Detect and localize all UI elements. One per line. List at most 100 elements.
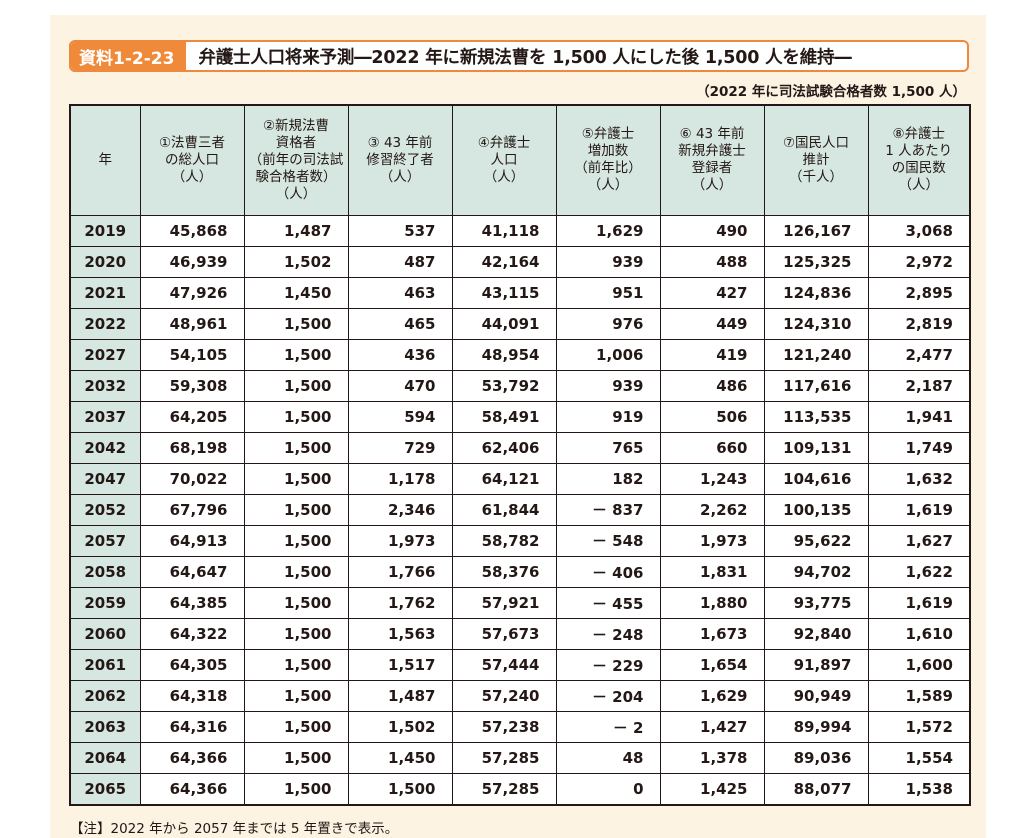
table-cell: 95,622 [763,524,869,558]
table-cell: 1,973 [659,524,765,558]
table-cell: 2,477 [867,338,971,371]
table-cell: 537 [347,214,453,247]
year-cell: 2057 [69,524,141,558]
table-cell: － 229 [555,649,661,682]
table-row: 2058 64,647 1,500 1,766 58,376 － 406 1,831 94,7… [69,556,971,589]
table-cell: 951 [555,276,661,309]
table-cell: 57,238 [451,711,557,744]
column-header: ①法曹三者 の総人口 （人） [139,104,245,216]
table-cell: 419 [659,338,765,371]
table-cell: 1,831 [659,556,765,589]
table-cell: 126,167 [763,214,869,247]
table-cell: 1,006 [555,338,661,371]
column-header: ④弁護士 人口 （人） [451,104,557,216]
table-row: 2063 64,316 1,500 1,502 57,238 － 2 1,427 89,994… [69,711,971,744]
table-cell: 94,702 [763,556,869,589]
table-row: 2062 64,318 1,500 1,487 57,240 － 204 1,629 90,9… [69,680,971,713]
table-cell: 113,535 [763,400,869,433]
table-cell: 1,629 [659,680,765,713]
table-cell: 1,500 [347,773,453,806]
table-cell: 3,068 [867,214,971,247]
table-cell: 506 [659,400,765,433]
table-row: 2021 47,926 1,450 463 43,115 951 427 124,836 2,8… [69,276,971,309]
table-row: 2057 64,913 1,500 1,973 58,782 － 548 1,973 95,6… [69,524,971,558]
table-cell: 57,240 [451,680,557,713]
table-cell: 1,627 [867,524,971,558]
table-cell: 2,262 [659,493,765,526]
table-cell: 64,913 [139,524,245,558]
year-cell: 2061 [69,649,141,682]
table-cell: 104,616 [763,462,869,495]
table-cell: 1,563 [347,618,453,651]
table-cell: － 406 [555,556,661,589]
column-header: ⑥ 43 年前 新規弁護士 登録者 （人） [659,104,765,216]
table-cell: 1,673 [659,618,765,651]
table-cell: 124,836 [763,276,869,309]
table-row: 2061 64,305 1,500 1,517 57,444 － 229 1,654 91,8… [69,649,971,682]
table-cell: 64,366 [139,773,245,806]
table-cell: 124,310 [763,307,869,340]
table-cell: 2,895 [867,276,971,309]
table-cell: 1,749 [867,431,971,464]
table-cell: － 455 [555,587,661,620]
table-cell: 58,491 [451,400,557,433]
title-bar: 資料1-2-23 弁護士人口将来予測―2022 年に新規法曹を 1,500 人に… [69,40,969,72]
table-cell: 64,647 [139,556,245,589]
column-header: ⑦国民人口 推計 （千人） [763,104,869,216]
table-cell: 486 [659,369,765,402]
table-cell: 93,775 [763,587,869,620]
table-cell: 45,868 [139,214,245,247]
table-cell: 48,954 [451,338,557,371]
year-cell: 2062 [69,680,141,713]
table-row: 2065 64,366 1,500 1,500 57,285 0 1,425 88,077 1,… [69,773,971,806]
table-cell: 54,105 [139,338,245,371]
table-cell: 0 [555,773,661,806]
table-cell: 594 [347,400,453,433]
table-subnote: （2022 年に司法試験合格者数 1,500 人） [696,84,966,100]
table-cell: 117,616 [763,369,869,402]
year-cell: 2042 [69,431,141,464]
table-cell: 1,243 [659,462,765,495]
table-cell: 53,792 [451,369,557,402]
year-cell: 2022 [69,307,141,340]
year-cell: 2065 [69,773,141,806]
column-header: ⑧弁護士 1 人あたり の国民数 （人） [867,104,971,216]
table-cell: 1,880 [659,587,765,620]
table-row: 2059 64,385 1,500 1,762 57,921 － 455 1,880 93,7… [69,587,971,620]
table-cell: 1,500 [243,338,349,371]
table-cell: 182 [555,462,661,495]
table-cell: 64,121 [451,462,557,495]
table-cell: 1,619 [867,587,971,620]
table-cell: 1,487 [243,214,349,247]
table-cell: 43,115 [451,276,557,309]
table-cell: 1,487 [347,680,453,713]
table-row: 2052 67,796 1,500 2,346 61,844 － 837 2,262 100,… [69,493,971,526]
table-cell: 1,500 [243,773,349,806]
table-row: 2047 70,022 1,500 1,178 64,121 182 1,243 104,61… [69,462,971,495]
table-cell: 91,897 [763,649,869,682]
table-cell: 64,385 [139,587,245,620]
table-cell: 57,285 [451,742,557,775]
table-cell: 64,305 [139,649,245,682]
table-cell: 436 [347,338,453,371]
table-cell: 1,766 [347,556,453,589]
table-cell: 765 [555,431,661,464]
year-cell: 2019 [69,214,141,247]
table-cell: 64,205 [139,400,245,433]
table-row: 2042 68,198 1,500 729 62,406 765 660 109,131 1,7… [69,431,971,464]
table-cell: 1,619 [867,493,971,526]
table-cell: 70,022 [139,462,245,495]
table-cell: 729 [347,431,453,464]
table-cell: 1,502 [347,711,453,744]
table-cell: － 204 [555,680,661,713]
table-cell: 1,500 [243,400,349,433]
table-cell: 68,198 [139,431,245,464]
document-number-tag: 資料1-2-23 [71,42,187,70]
table-row: 2060 64,322 1,500 1,563 57,673 － 248 1,673 92,8… [69,618,971,651]
table-cell: 1,762 [347,587,453,620]
table-cell: 939 [555,369,661,402]
table-header-row: 年 ①法曹三者 の総人口 （人） ②新規法曹 資格者 （前年の司法試 験合格者数） … [69,104,971,216]
table-cell: － 2 [555,711,661,744]
table-cell: 57,921 [451,587,557,620]
table-cell: 976 [555,307,661,340]
